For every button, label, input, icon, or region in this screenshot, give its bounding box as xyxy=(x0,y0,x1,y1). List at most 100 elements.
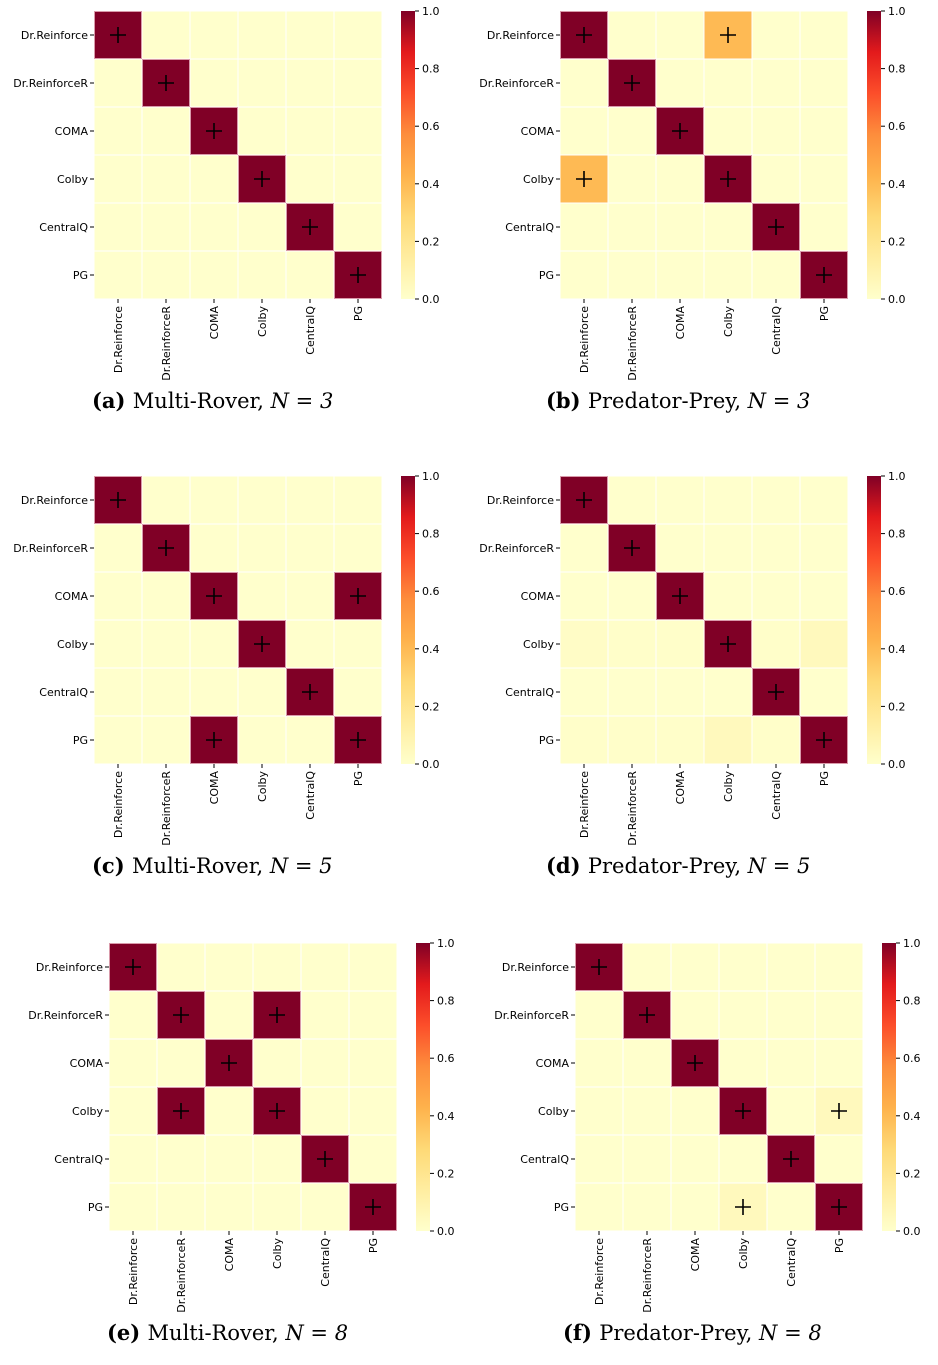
heatmap-cell xyxy=(333,667,383,717)
x-tick-label: Dr.ReinforceR xyxy=(626,306,639,381)
heatmap-cell xyxy=(607,715,657,765)
heatmap-cell xyxy=(204,1086,254,1136)
colorbar-tick-label: 0.8 xyxy=(422,528,440,541)
plus-marker xyxy=(206,123,222,139)
heatmap-cell-outline xyxy=(334,572,382,620)
heatmap-cell xyxy=(333,202,383,252)
heatmap-cell xyxy=(718,1134,768,1184)
heatmap-cell xyxy=(622,942,672,992)
plus-marker xyxy=(639,1007,655,1023)
plus-marker xyxy=(576,27,592,43)
plus-marker xyxy=(672,588,688,604)
x-tick-label: COMA xyxy=(208,771,221,805)
heatmap-cell xyxy=(751,154,801,204)
colorbar-tick-label: 0.0 xyxy=(422,293,440,306)
heatmap-cell xyxy=(799,523,849,573)
heatmap-cell-outline xyxy=(286,668,334,716)
heatmap-cell xyxy=(348,1038,398,1088)
colorbar-tick-label: 0.2 xyxy=(422,235,440,248)
heatmap-cell-outline xyxy=(800,251,848,299)
heatmap-cell xyxy=(141,250,191,300)
plus-marker xyxy=(350,588,366,604)
y-tick-label: Colby xyxy=(523,173,554,186)
heatmap-cell-outline xyxy=(253,991,301,1039)
heatmap-cell xyxy=(703,571,753,621)
heatmap-cell xyxy=(285,154,335,204)
plus-marker xyxy=(302,684,318,700)
x-tick-label: Colby xyxy=(737,1238,750,1269)
x-tick-label: PG xyxy=(367,1238,380,1253)
caption-n: N = 5 xyxy=(269,854,333,878)
caption-n: N = 8 xyxy=(758,1321,822,1345)
heatmap-cell xyxy=(670,990,720,1040)
heatmap-cell xyxy=(751,715,801,765)
x-tick-label: Dr.ReinforceR xyxy=(175,1238,188,1313)
heatmap-cell xyxy=(703,58,753,108)
caption-letter: (f) xyxy=(563,1320,599,1345)
heatmap-cell xyxy=(766,942,816,992)
heatmap-cell xyxy=(93,106,143,156)
x-tick-label: Colby xyxy=(722,306,735,337)
x-tick-label: PG xyxy=(818,306,831,321)
x-tick-label: COMA xyxy=(674,771,687,805)
heatmap-cell xyxy=(799,154,849,204)
heatmap-cell xyxy=(799,58,849,108)
heatmap-cell xyxy=(574,1086,624,1136)
plus-marker xyxy=(206,732,222,748)
caption-letter: (a) xyxy=(92,388,133,413)
heatmap-cell xyxy=(252,1134,302,1184)
colorbar-tick-label: 0.0 xyxy=(903,1225,921,1238)
heatmap-cell-outline xyxy=(608,59,656,107)
heatmap-cell xyxy=(574,1134,624,1184)
heatmap-cell xyxy=(559,250,609,300)
plus-marker xyxy=(350,267,366,283)
colorbar-tick-label: 0.4 xyxy=(888,643,906,656)
heatmap-cell xyxy=(574,1182,624,1232)
y-tick-label: PG xyxy=(88,1201,103,1214)
y-tick-label: Dr.ReinforceR xyxy=(479,77,554,90)
plus-marker xyxy=(110,492,126,508)
heatmap-cell xyxy=(156,942,206,992)
x-tick-label: CentralQ xyxy=(304,306,317,355)
heatmap-cell xyxy=(766,1182,816,1232)
plus-marker xyxy=(576,171,592,187)
heatmap-cell-outline xyxy=(301,1135,349,1183)
colorbar-tick-label: 0.4 xyxy=(888,178,906,191)
heatmap-cell xyxy=(559,571,609,621)
heatmap-cell xyxy=(718,1038,768,1088)
x-tick-label: COMA xyxy=(674,306,687,340)
heatmap-cell xyxy=(622,1182,672,1232)
plus-marker xyxy=(735,1103,751,1119)
panel-caption: (e) Multi-Rover, N = 8 xyxy=(107,1320,348,1345)
plus-marker xyxy=(591,959,607,975)
heatmap-cell xyxy=(93,667,143,717)
heatmap-cell xyxy=(252,1182,302,1232)
heatmap-cell xyxy=(799,571,849,621)
x-tick-label: Dr.ReinforceR xyxy=(160,771,173,846)
heatmap-cell xyxy=(751,106,801,156)
heatmap-cell xyxy=(237,106,287,156)
heatmap-cell-outline xyxy=(109,943,157,991)
heatmap-cell xyxy=(333,475,383,525)
colorbar-tick-label: 0.2 xyxy=(888,235,906,248)
caption-text: Predator-Prey, xyxy=(588,854,748,878)
colorbar-tick-label: 0.8 xyxy=(903,995,921,1008)
plus-marker xyxy=(254,636,270,652)
y-tick-label: CentralQ xyxy=(520,1153,569,1166)
heatmap-cell xyxy=(655,619,705,669)
heatmap-cell xyxy=(237,475,287,525)
x-tick-label: Dr.Reinforce xyxy=(112,771,125,838)
heatmap-cell xyxy=(156,1182,206,1232)
heatmap-cell xyxy=(655,10,705,60)
heatmap-cell xyxy=(559,106,609,156)
y-tick-label: CentralQ xyxy=(54,1153,103,1166)
heatmap-cell xyxy=(559,619,609,669)
colorbar-tick-label: 0.2 xyxy=(437,1167,455,1180)
heatmap-cell-outline xyxy=(142,524,190,572)
x-tick-label: CentralQ xyxy=(770,306,783,355)
heatmap-cell xyxy=(655,523,705,573)
heatmap-cell xyxy=(237,667,287,717)
plus-marker xyxy=(735,1199,751,1215)
heatmap-cell xyxy=(607,571,657,621)
heatmap-cell xyxy=(204,1134,254,1184)
